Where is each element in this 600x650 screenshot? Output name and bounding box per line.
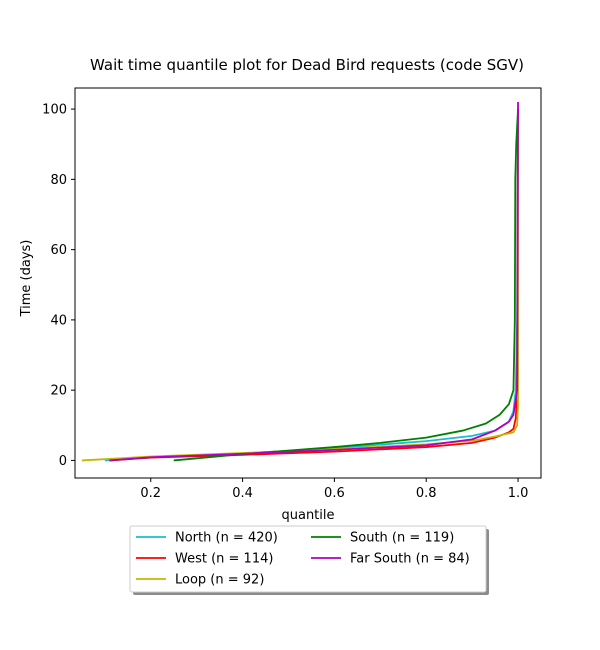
x-axis-ticks: 0.2 0.4 0.6 0.8 1.0: [140, 478, 528, 501]
y-tick-label: 0: [59, 454, 67, 469]
x-axis-label: quantile: [281, 508, 334, 523]
y-tick-label: 20: [50, 384, 67, 399]
series-line-4: [109, 102, 519, 462]
series-line-0: [104, 109, 519, 462]
x-tick-label: 0.8: [416, 486, 437, 501]
x-tick-label: 1.0: [508, 486, 529, 501]
y-tick-label: 100: [42, 103, 67, 118]
y-axis-ticks: 0 20 40 60 80 100: [42, 103, 75, 469]
series-line-1: [109, 109, 519, 462]
chart-title: Wait time quantile plot for Dead Bird re…: [90, 56, 524, 74]
y-axis-label: Time (days): [19, 240, 34, 318]
legend-label-0: North (n = 420): [175, 531, 278, 546]
series-line-2: [81, 109, 519, 462]
legend-label-3: South (n = 119): [350, 531, 454, 546]
x-tick-label: 0.6: [324, 486, 345, 501]
y-tick-label: 40: [50, 313, 67, 328]
legend-label-2: Loop (n = 92): [175, 573, 264, 588]
series-line-3: [173, 109, 519, 462]
legend: North (n = 420) West (n = 114) Loop (n = 9…: [129, 525, 489, 595]
legend-label-4: Far South (n = 84): [350, 552, 470, 567]
legend-box: [129, 525, 487, 593]
y-tick-label: 60: [50, 243, 67, 258]
x-tick-label: 0.2: [140, 486, 161, 501]
series-layer: [81, 102, 519, 462]
plot-area-frame: [74, 87, 542, 479]
y-tick-label: 80: [50, 173, 67, 188]
x-tick-label: 0.4: [232, 486, 253, 501]
legend-label-1: West (n = 114): [175, 552, 273, 567]
